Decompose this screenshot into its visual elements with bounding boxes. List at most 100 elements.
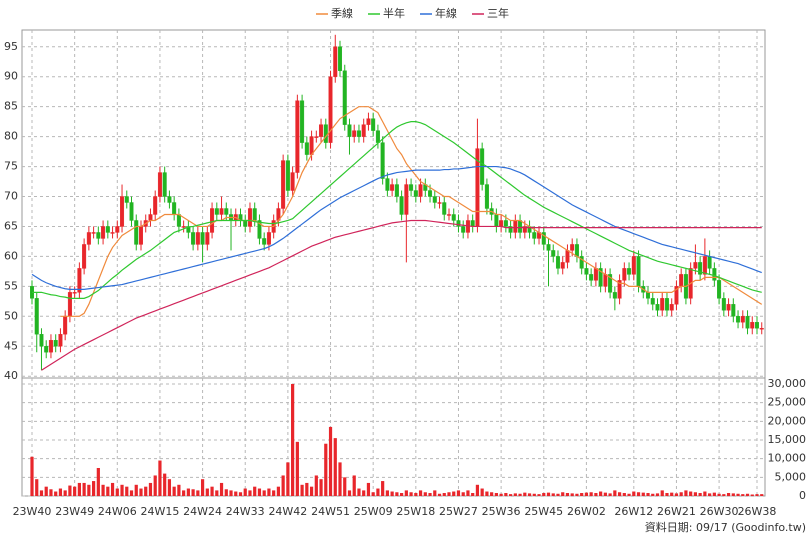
candle-body (162, 172, 167, 197)
volume-bar (708, 493, 712, 496)
volume-bar (456, 490, 461, 496)
volume-bar (272, 490, 276, 496)
volume-bar (58, 488, 63, 496)
candle-body (214, 208, 219, 215)
candle-body (347, 124, 352, 137)
candle-body (499, 220, 504, 227)
candle-body (58, 334, 63, 347)
candle-body (745, 316, 750, 329)
candle-body (390, 184, 395, 191)
volume-bar (750, 494, 754, 496)
candle-body (148, 214, 153, 221)
ma-line (60, 106, 763, 317)
candle-body (167, 196, 172, 203)
candle-body (181, 226, 186, 228)
candle-body (323, 124, 328, 143)
volume-bar (575, 493, 579, 496)
candle-body (356, 130, 361, 137)
volume-bar (428, 493, 432, 496)
volume-bar (153, 475, 157, 496)
legend-label: 三年 (487, 6, 509, 20)
volume-bar (39, 490, 44, 496)
x-tick-label: 25W18 (396, 505, 435, 518)
y-tick-label: 50 (4, 309, 18, 322)
x-tick-label: 26W02 (567, 505, 606, 518)
volume-bar (148, 482, 153, 496)
volume-bar (347, 490, 352, 496)
volume-bar (362, 490, 366, 496)
volume-bar (513, 493, 517, 496)
candle-body (432, 196, 437, 203)
candle-body (96, 232, 101, 239)
volume-bar (480, 488, 484, 496)
candle-body (77, 268, 82, 293)
candle-body (380, 142, 385, 179)
volume-bar (319, 479, 323, 496)
volume-bar (92, 481, 96, 496)
candle-body (328, 76, 333, 143)
x-tick-label: 25W36 (482, 505, 521, 518)
volume-bar (442, 493, 446, 496)
volume-bar (229, 490, 233, 496)
candle-body (304, 142, 309, 155)
volume-bar (627, 493, 631, 496)
volume-bar (215, 490, 219, 496)
volume-bar (73, 486, 77, 496)
candle-body (285, 160, 290, 191)
candle-body (314, 136, 319, 138)
volume-bar (433, 490, 437, 496)
volume-bar (224, 489, 228, 496)
y2-tick-label: 30,000 (768, 377, 807, 390)
volume-bar (267, 488, 271, 496)
candle-body (603, 274, 608, 287)
candle-body (660, 298, 665, 311)
y-tick-label: 65 (4, 219, 18, 232)
volume-bar (400, 493, 404, 496)
volume-bar (68, 485, 72, 496)
volume-bar (205, 488, 209, 496)
legend-label: 年線 (435, 6, 457, 20)
candle-body (726, 304, 731, 311)
candle-body (210, 208, 215, 233)
candle-body (385, 178, 390, 191)
candle-body (513, 220, 518, 233)
x-tick-label: 24W42 (268, 505, 307, 518)
ma-line (32, 121, 762, 299)
candle-body (266, 232, 271, 245)
y-tick-label: 75 (4, 160, 18, 173)
candle-body (470, 220, 475, 227)
volume-bar (594, 493, 598, 496)
volume-bar (291, 383, 295, 496)
candle-body (105, 226, 110, 233)
volume-bar (158, 460, 162, 496)
x-tick-label: 24W51 (311, 505, 350, 518)
volume-bar (120, 484, 124, 496)
volume-bar (234, 491, 238, 496)
y-tick-label: 70 (4, 190, 18, 203)
candle-body (319, 124, 324, 137)
volume-bar (357, 488, 361, 496)
y-tick-label: 55 (4, 279, 18, 292)
volume-bar (518, 493, 522, 496)
candle-body (646, 292, 651, 299)
x-tick-label: 23W40 (13, 505, 52, 518)
candle-body (522, 226, 527, 233)
volume-bar (532, 493, 536, 496)
y-tick-label: 90 (4, 70, 18, 83)
y2-tick-label: 10,000 (768, 452, 807, 465)
candle-body (309, 136, 314, 155)
candle-body (366, 118, 371, 125)
volume-bar (281, 475, 285, 496)
candle-body (191, 232, 196, 245)
volume-bar (186, 488, 190, 496)
volume-bar (622, 493, 626, 496)
candle-body (593, 268, 598, 281)
candle-body (579, 256, 584, 269)
candle-body (224, 208, 229, 215)
candle-body (63, 316, 68, 335)
candle-body (650, 298, 655, 305)
volume-bar (106, 486, 110, 496)
candle-body (300, 100, 305, 143)
volume-bar (589, 492, 593, 496)
candle-body (200, 232, 205, 245)
